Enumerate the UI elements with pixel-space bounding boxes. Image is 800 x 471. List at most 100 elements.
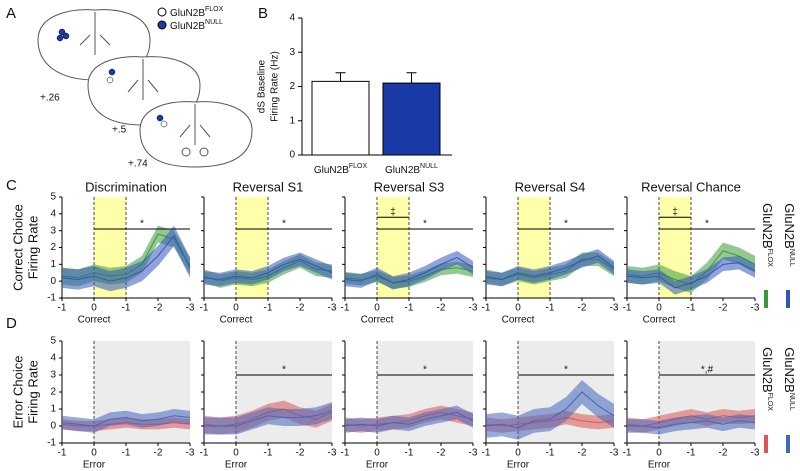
row-label: Correct Choice <box>10 204 25 291</box>
bar <box>311 80 370 156</box>
significance-label: ‡ <box>390 207 396 218</box>
x-tick-label: GluN2BNULL <box>385 163 438 176</box>
mean-line <box>627 420 756 429</box>
significance-label: ‡ <box>672 207 678 218</box>
x-tick-label: -3 <box>186 303 195 314</box>
y-tick-label: 2 <box>50 387 56 398</box>
y-axis-label: Firing Rate (Hz) <box>270 51 281 122</box>
significance-label: *,# <box>701 365 714 376</box>
site <box>62 32 70 40</box>
mean-line <box>485 391 615 429</box>
x-tick-label: -1 <box>264 448 273 459</box>
panel-title: Reversal S1 <box>233 179 304 194</box>
x-tick-label: -1 <box>122 303 131 314</box>
x-tick-label: -1 <box>122 448 131 459</box>
error-band <box>62 409 190 433</box>
x-tick-label: -2 <box>578 303 587 314</box>
significance-label: * <box>140 219 144 230</box>
legend-label: GluN2BFLOX <box>170 6 224 19</box>
x-tick-label: -3 <box>610 448 619 459</box>
legend-label: GluN2BNULL <box>170 19 223 32</box>
x-tick-label: -2 <box>719 448 728 459</box>
x-tick-label: -3 <box>610 303 619 314</box>
legend-swatch <box>764 435 768 453</box>
x-tick-label: -3 <box>751 303 760 314</box>
panel-title: Discrimination <box>85 179 167 194</box>
significance-label: * <box>423 365 427 376</box>
x-tick-label: -1 <box>623 303 632 314</box>
y-tick-label: 1 <box>50 259 56 270</box>
y-tick-label: 5 <box>50 336 56 347</box>
x-axis-label: Correct <box>502 315 535 326</box>
error-band <box>627 414 755 435</box>
x-axis-label: Error <box>366 460 389 471</box>
legend-label-base: GluN2B <box>760 347 775 393</box>
y-tick-label: 1 <box>289 115 295 126</box>
legend-label-base: GluN2B <box>782 347 797 393</box>
error-bar <box>335 72 346 82</box>
legend-swatch <box>157 7 167 17</box>
legend-label-sup: FLOX <box>205 6 224 13</box>
significance-label: * <box>564 219 568 230</box>
significance-label: * <box>705 219 709 230</box>
x-tick-label: -1 <box>687 303 696 314</box>
x-tick-label-sup: NULL <box>420 163 438 170</box>
brain-sections <box>37 7 253 168</box>
x-tick-label: GluN2BFLOX <box>314 163 368 176</box>
legend-label: GluN2BNULL <box>782 203 797 267</box>
legend-label-base: GluN2B <box>782 203 797 249</box>
x-tick-label: -1 <box>200 303 209 314</box>
x-tick-label: -1 <box>264 303 273 314</box>
x-tick-label: -2 <box>154 448 163 459</box>
legend-label-base: GluN2B <box>170 21 205 32</box>
legend-label-sup: NULL <box>788 249 795 267</box>
mean-line <box>61 415 191 427</box>
y-tick-label: -1 <box>47 293 56 304</box>
significance-label: * <box>282 219 286 230</box>
panel-label: B <box>258 5 268 22</box>
x-tick-label: -2 <box>296 448 305 459</box>
x-tick-label: -2 <box>437 448 446 459</box>
site <box>108 68 116 76</box>
mean-line <box>204 410 333 427</box>
x-axis-label: Correct <box>361 315 394 326</box>
x-tick-label: -2 <box>154 303 163 314</box>
row-label: Firing Rate <box>25 216 40 280</box>
x-tick-label: -1 <box>58 303 67 314</box>
site <box>58 28 66 36</box>
x-tick-label: -1 <box>405 303 414 314</box>
site <box>160 120 168 128</box>
x-axis-label: Error <box>83 460 106 471</box>
panel-label: D <box>6 315 17 332</box>
x-tick-label: -1 <box>687 448 696 459</box>
mean-line <box>61 234 191 282</box>
x-axis-label: Error <box>507 460 530 471</box>
panel-label: A <box>6 5 16 22</box>
x-tick-label: -3 <box>328 303 337 314</box>
legend-label-base: GluN2B <box>760 203 775 249</box>
brain-detail <box>179 104 211 145</box>
y-tick-label: 2 <box>50 242 56 253</box>
x-tick-label: -2 <box>437 303 446 314</box>
brain-detail <box>79 12 111 55</box>
y-tick-label: 2 <box>289 81 295 92</box>
legend-label-sup: FLOX <box>766 249 773 268</box>
legend-label: GluN2BFLOX <box>760 347 775 411</box>
x-axis-label: Error <box>225 460 248 471</box>
x-tick-label: -1 <box>482 448 491 459</box>
x-tick-label: 0 <box>233 303 239 314</box>
legend-swatch <box>157 20 167 30</box>
legend-label: GluN2BNULL <box>782 347 797 411</box>
significance-label: * <box>564 365 568 376</box>
legend-label-sup: FLOX <box>766 393 773 412</box>
x-tick-label-sup: FLOX <box>349 163 368 170</box>
panel-title: Reversal S3 <box>374 179 445 194</box>
row-label: Error Choice <box>10 356 25 429</box>
x-tick-label: -3 <box>469 303 478 314</box>
x-tick-label: -1 <box>200 448 209 459</box>
panel-title: Reversal Chance <box>641 179 741 194</box>
error-band <box>486 380 614 440</box>
x-tick-label: -3 <box>186 448 195 459</box>
x-tick-label: 0 <box>91 448 97 459</box>
y-tick-label: 4 <box>50 208 56 219</box>
